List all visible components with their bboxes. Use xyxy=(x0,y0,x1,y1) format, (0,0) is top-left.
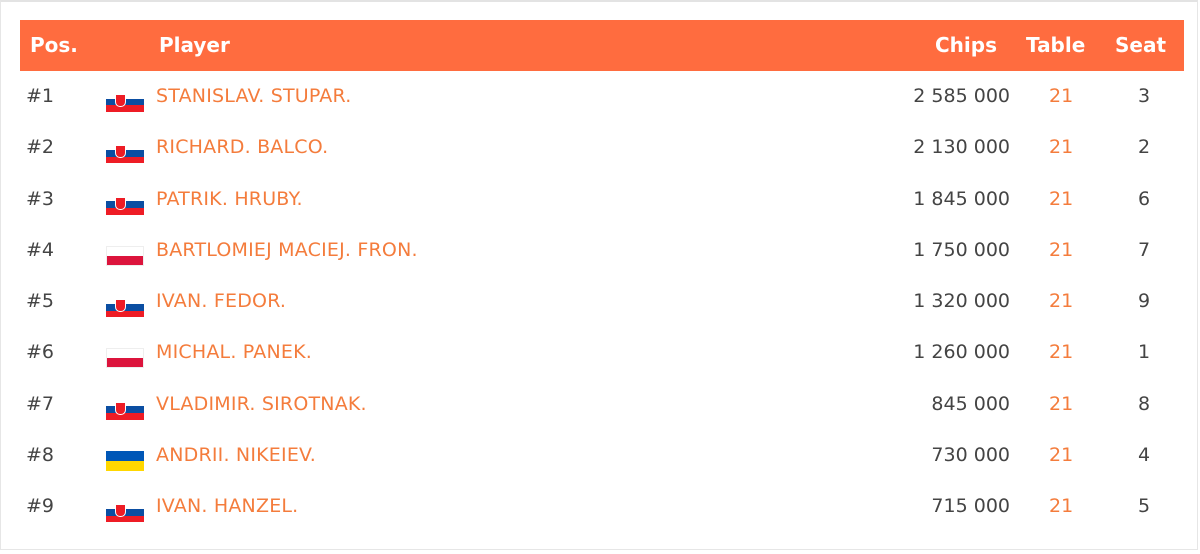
position: #5 xyxy=(26,290,55,313)
seat: 1 xyxy=(1138,341,1151,364)
position: #6 xyxy=(26,341,55,364)
chips: 2 585 000 xyxy=(913,85,1010,107)
table-number-link[interactable]: 21 xyxy=(1049,495,1074,518)
player-name-link[interactable]: IVAN. HANZEL. xyxy=(156,495,299,518)
position: #1 xyxy=(26,85,55,107)
position: #2 xyxy=(26,136,55,159)
player-name-link[interactable]: IVAN. FEDOR. xyxy=(156,290,287,313)
ukraine-flag-icon xyxy=(106,451,144,472)
header-pos: Pos. xyxy=(30,33,78,57)
player-name-link[interactable]: STANISLAV. STUPAR. xyxy=(156,85,352,107)
slovakia-flag-icon xyxy=(106,92,144,113)
table-header: Pos. Player Chips Table Seat xyxy=(20,20,1184,71)
chips: 1 750 000 xyxy=(913,238,1010,261)
table-row: #7 VLADIMIR. SIROTNAK. 845 000 21 8 xyxy=(20,379,1184,430)
table-number-link[interactable]: 21 xyxy=(1049,136,1074,159)
table-row: #4 BARTLOMIEJ MACIEJ. FRON. 1 750 000 21… xyxy=(20,225,1184,276)
table-row: #9 IVAN. HANZEL. 715 000 21 5 xyxy=(20,481,1184,532)
player-name-link[interactable]: BARTLOMIEJ MACIEJ. FRON. xyxy=(156,238,418,261)
header-chips: Chips xyxy=(935,33,997,57)
table-row: #2 RICHARD. BALCO. 2 130 000 21 2 xyxy=(20,122,1184,173)
header-player: Player xyxy=(159,33,230,57)
seat: 3 xyxy=(1138,85,1151,107)
player-name-link[interactable]: PATRIK. HRUBY. xyxy=(156,187,303,210)
seat: 6 xyxy=(1138,187,1151,210)
table-row: #6 MICHAL. PANEK. 1 260 000 21 1 xyxy=(20,327,1184,378)
chips: 1 260 000 xyxy=(913,341,1010,364)
player-name-link[interactable]: MICHAL. PANEK. xyxy=(156,341,312,364)
table-number-link[interactable]: 21 xyxy=(1049,392,1074,415)
position: #3 xyxy=(26,187,55,210)
seat: 5 xyxy=(1138,495,1151,518)
slovakia-flag-icon xyxy=(106,297,144,318)
table-number-link[interactable]: 21 xyxy=(1049,444,1074,467)
table-number-link[interactable]: 21 xyxy=(1049,238,1074,261)
table-row: #8 ANDRII. NIKEIEV. 730 000 21 4 xyxy=(20,430,1184,481)
seat: 4 xyxy=(1138,444,1151,467)
table-body: #1 STANISLAV. STUPAR. 2 585 000 21 3 #2 … xyxy=(20,71,1184,533)
table-number-link[interactable]: 21 xyxy=(1049,290,1074,313)
poland-flag-icon xyxy=(106,245,144,266)
table-number-link[interactable]: 21 xyxy=(1049,85,1074,107)
player-name-link[interactable]: RICHARD. BALCO. xyxy=(156,136,329,159)
poland-flag-icon xyxy=(106,348,144,369)
table-row: #5 IVAN. FEDOR. 1 320 000 21 9 xyxy=(20,276,1184,327)
table-number-link[interactable]: 21 xyxy=(1049,341,1074,364)
chips: 715 000 xyxy=(931,495,1010,518)
seat: 2 xyxy=(1138,136,1151,159)
seat: 8 xyxy=(1138,392,1151,415)
chip-count-table: Pos. Player Chips Table Seat #1 STANISLA… xyxy=(20,20,1184,533)
player-name-link[interactable]: VLADIMIR. SIROTNAK. xyxy=(156,392,367,415)
chips: 2 130 000 xyxy=(913,136,1010,159)
slovakia-flag-icon xyxy=(106,194,144,215)
header-table: Table xyxy=(1026,33,1086,57)
position: #8 xyxy=(26,444,55,467)
chips: 845 000 xyxy=(931,392,1010,415)
seat: 9 xyxy=(1138,290,1151,313)
chips: 1 320 000 xyxy=(913,290,1010,313)
table-row: #1 STANISLAV. STUPAR. 2 585 000 21 3 xyxy=(20,71,1184,122)
table-row: #3 PATRIK. HRUBY. 1 845 000 21 6 xyxy=(20,174,1184,225)
header-seat: Seat xyxy=(1115,33,1167,57)
chips: 1 845 000 xyxy=(913,187,1010,210)
position: #9 xyxy=(26,495,55,518)
seat: 7 xyxy=(1138,238,1151,261)
player-name-link[interactable]: ANDRII. NIKEIEV. xyxy=(156,444,317,467)
slovakia-flag-icon xyxy=(106,143,144,164)
slovakia-flag-icon xyxy=(106,399,144,420)
position: #4 xyxy=(26,238,55,261)
chips: 730 000 xyxy=(931,444,1010,467)
slovakia-flag-icon xyxy=(106,502,144,523)
table-number-link[interactable]: 21 xyxy=(1049,187,1074,210)
position: #7 xyxy=(26,392,55,415)
